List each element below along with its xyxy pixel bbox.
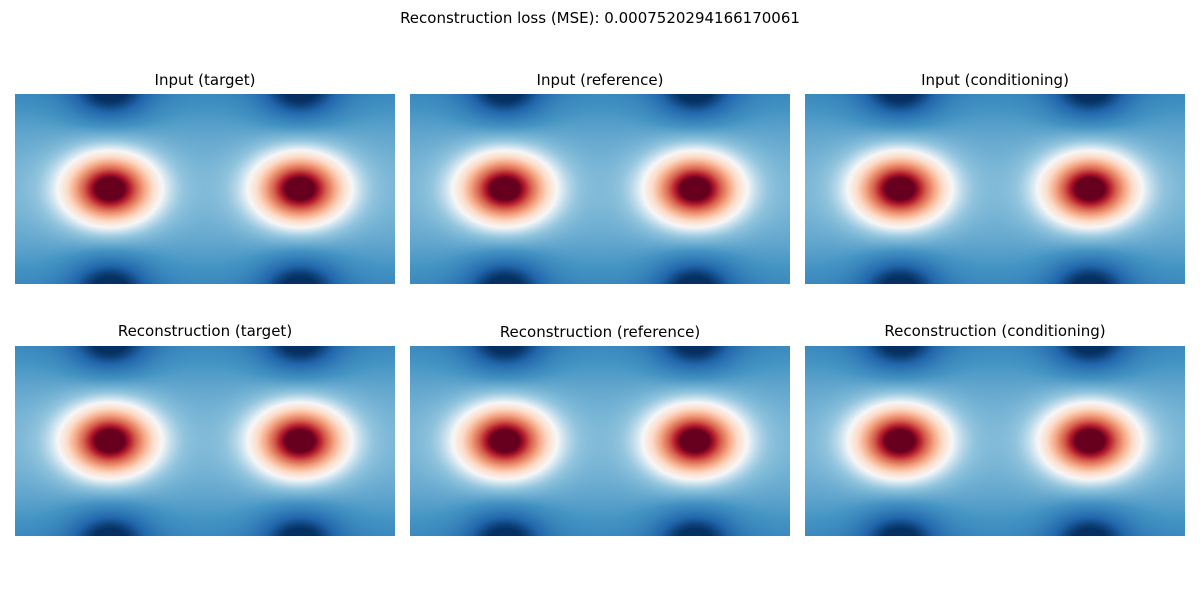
heatmap-reconstruction-conditioning [805, 346, 1185, 536]
panel-title-reconstruction-conditioning: Reconstruction (conditioning) [884, 322, 1106, 340]
panel-title-input-conditioning: Input (conditioning) [921, 71, 1069, 89]
heatmap-reconstruction-reference [410, 346, 790, 536]
heatmap-input-conditioning [805, 94, 1185, 284]
panel-title-input-target: Input (target) [154, 71, 256, 89]
panel-title-reconstruction-reference: Reconstruction (reference) [499, 323, 701, 341]
panel-title-reconstruction-target: Reconstruction (target) [117, 322, 293, 340]
heatmap-input-reference [410, 94, 790, 284]
panel-title-input-reference: Input (reference) [536, 71, 664, 89]
heatmap-input-target [15, 94, 395, 284]
figure-suptitle: Reconstruction loss (MSE): 0.00075202941… [400, 9, 800, 27]
heatmap-reconstruction-target [15, 346, 395, 536]
